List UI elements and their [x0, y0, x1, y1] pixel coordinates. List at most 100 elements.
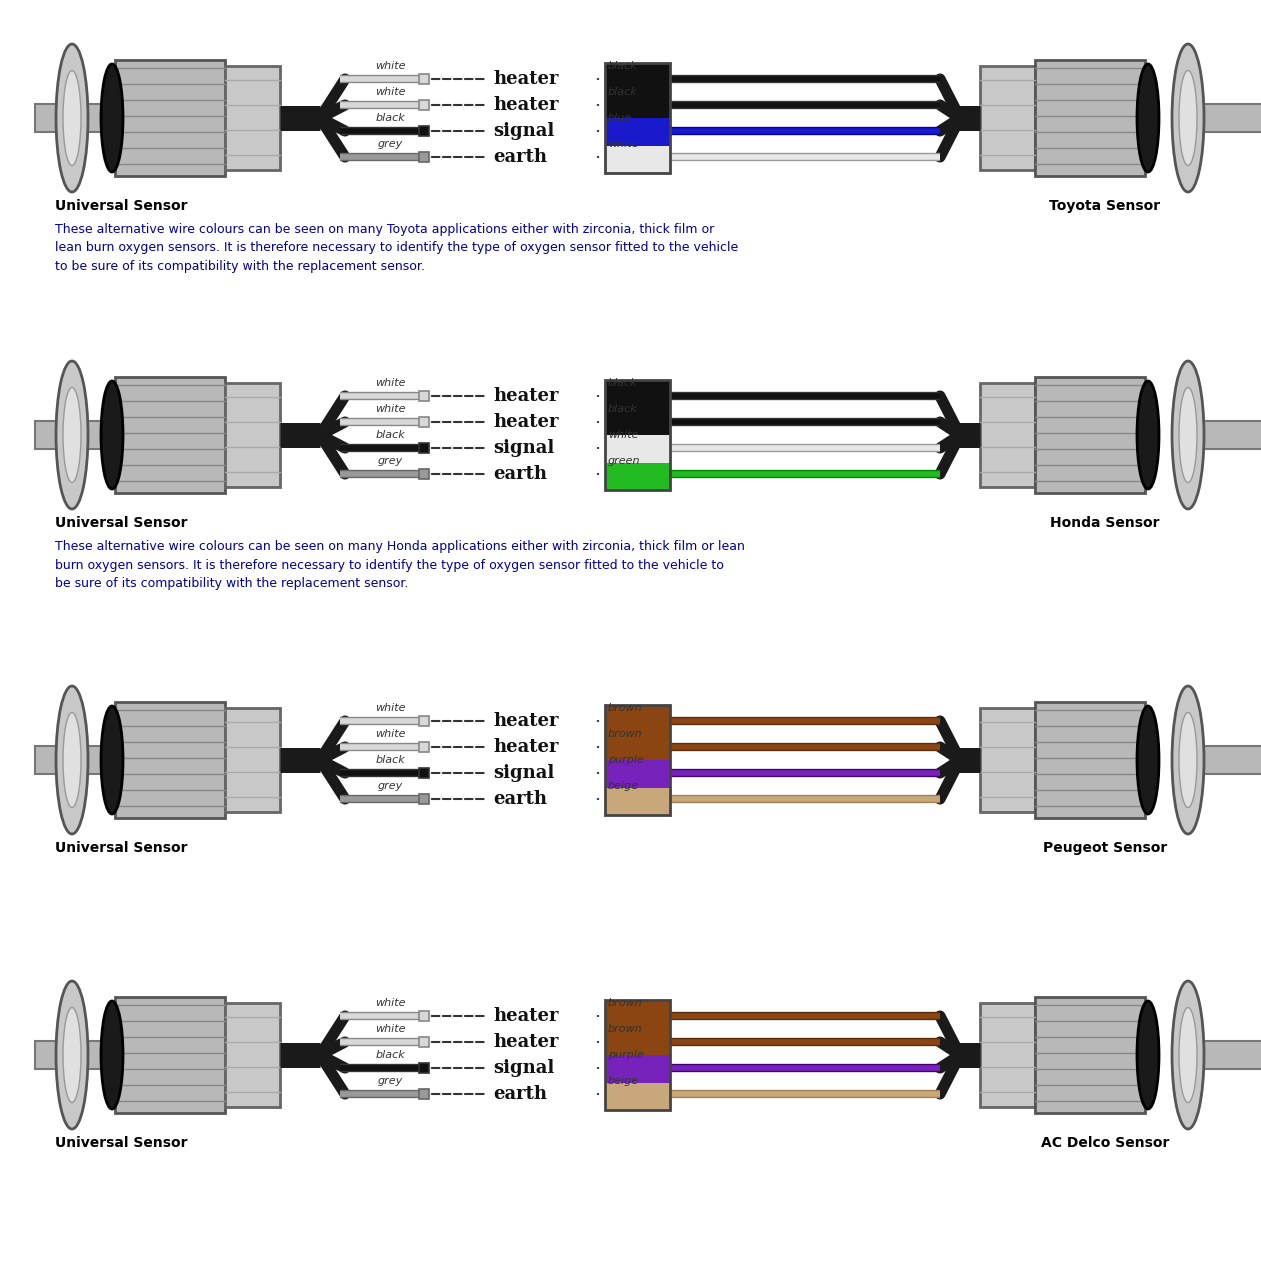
- Ellipse shape: [1171, 686, 1204, 835]
- Bar: [605, 760, 670, 787]
- Text: grey: grey: [377, 456, 402, 466]
- Bar: [419, 742, 429, 751]
- Ellipse shape: [63, 713, 81, 808]
- Bar: [419, 100, 429, 110]
- Bar: [605, 1083, 670, 1110]
- Ellipse shape: [1179, 713, 1197, 808]
- Bar: [419, 1062, 429, 1073]
- Bar: [980, 1004, 1035, 1107]
- Bar: [980, 708, 1035, 812]
- Bar: [605, 91, 670, 118]
- Bar: [605, 118, 670, 146]
- Text: black: black: [375, 430, 405, 440]
- Text: signal: signal: [493, 439, 555, 457]
- Text: black: black: [375, 755, 405, 765]
- Text: white: white: [375, 378, 405, 388]
- Text: heater: heater: [493, 70, 559, 88]
- Ellipse shape: [1179, 388, 1197, 483]
- Ellipse shape: [63, 1007, 81, 1102]
- Bar: [224, 383, 280, 486]
- Text: purple: purple: [608, 1050, 644, 1060]
- Bar: [980, 383, 1035, 486]
- Bar: [605, 146, 670, 173]
- Bar: [419, 1011, 429, 1021]
- Text: heater: heater: [493, 387, 559, 404]
- Bar: [115, 997, 224, 1114]
- Bar: [1035, 378, 1145, 493]
- Bar: [1035, 997, 1145, 1114]
- Text: brown: brown: [608, 703, 643, 713]
- Ellipse shape: [63, 70, 81, 165]
- Text: white: white: [375, 703, 405, 713]
- Bar: [419, 390, 429, 401]
- Ellipse shape: [55, 980, 88, 1129]
- Text: brown: brown: [608, 998, 643, 1009]
- Bar: [419, 1089, 429, 1100]
- Bar: [1203, 104, 1261, 132]
- Text: brown: brown: [608, 730, 643, 739]
- Text: heater: heater: [493, 413, 559, 431]
- Bar: [605, 380, 670, 490]
- Ellipse shape: [1171, 361, 1204, 509]
- Bar: [35, 104, 115, 132]
- Bar: [605, 1028, 670, 1055]
- Text: black: black: [608, 87, 638, 97]
- Text: Universal Sensor: Universal Sensor: [55, 841, 188, 855]
- Text: white: white: [375, 404, 405, 413]
- Text: white: white: [375, 61, 405, 70]
- Ellipse shape: [63, 388, 81, 483]
- Bar: [605, 705, 670, 732]
- Bar: [605, 435, 670, 462]
- Text: blue: blue: [608, 113, 632, 123]
- Ellipse shape: [55, 44, 88, 192]
- Bar: [419, 716, 429, 726]
- Bar: [224, 1004, 280, 1107]
- Text: Toyota Sensor: Toyota Sensor: [1049, 198, 1160, 212]
- Text: heater: heater: [493, 739, 559, 756]
- Text: black: black: [375, 113, 405, 123]
- Bar: [605, 1000, 670, 1110]
- Bar: [35, 746, 115, 774]
- Text: grey: grey: [377, 140, 402, 148]
- Ellipse shape: [1137, 707, 1159, 814]
- Text: These alternative wire colours can be seen on many Toyota applications either wi: These alternative wire colours can be se…: [55, 223, 738, 273]
- Bar: [35, 421, 115, 449]
- Text: white: white: [375, 730, 405, 739]
- Text: Universal Sensor: Universal Sensor: [55, 1137, 188, 1149]
- Ellipse shape: [1137, 64, 1159, 172]
- Text: AC Delco Sensor: AC Delco Sensor: [1040, 1137, 1169, 1149]
- Text: earth: earth: [493, 148, 547, 166]
- Text: Honda Sensor: Honda Sensor: [1050, 516, 1160, 530]
- Text: white: white: [375, 87, 405, 97]
- Text: heater: heater: [493, 1033, 559, 1051]
- Bar: [115, 378, 224, 493]
- Text: black: black: [608, 378, 638, 388]
- Text: green: green: [608, 456, 641, 466]
- Ellipse shape: [101, 64, 124, 172]
- Bar: [419, 74, 429, 84]
- Bar: [35, 1041, 115, 1069]
- Text: heater: heater: [493, 96, 559, 114]
- Ellipse shape: [1179, 1007, 1197, 1102]
- Text: beige: beige: [608, 1076, 639, 1085]
- Bar: [224, 708, 280, 812]
- Text: white: white: [608, 140, 638, 148]
- Text: grey: grey: [377, 1076, 402, 1085]
- Text: earth: earth: [493, 465, 547, 483]
- Bar: [419, 417, 429, 428]
- Text: white: white: [608, 430, 638, 440]
- Text: white: white: [375, 1024, 405, 1034]
- Bar: [419, 468, 429, 479]
- Bar: [115, 60, 224, 175]
- Text: signal: signal: [493, 1059, 555, 1076]
- Text: brown: brown: [608, 1024, 643, 1034]
- Text: Universal Sensor: Universal Sensor: [55, 198, 188, 212]
- Text: heater: heater: [493, 712, 559, 730]
- Ellipse shape: [1171, 980, 1204, 1129]
- Bar: [605, 787, 670, 815]
- Ellipse shape: [101, 707, 124, 814]
- Bar: [605, 732, 670, 760]
- Text: purple: purple: [608, 755, 644, 765]
- Bar: [605, 1055, 670, 1083]
- Text: grey: grey: [377, 781, 402, 791]
